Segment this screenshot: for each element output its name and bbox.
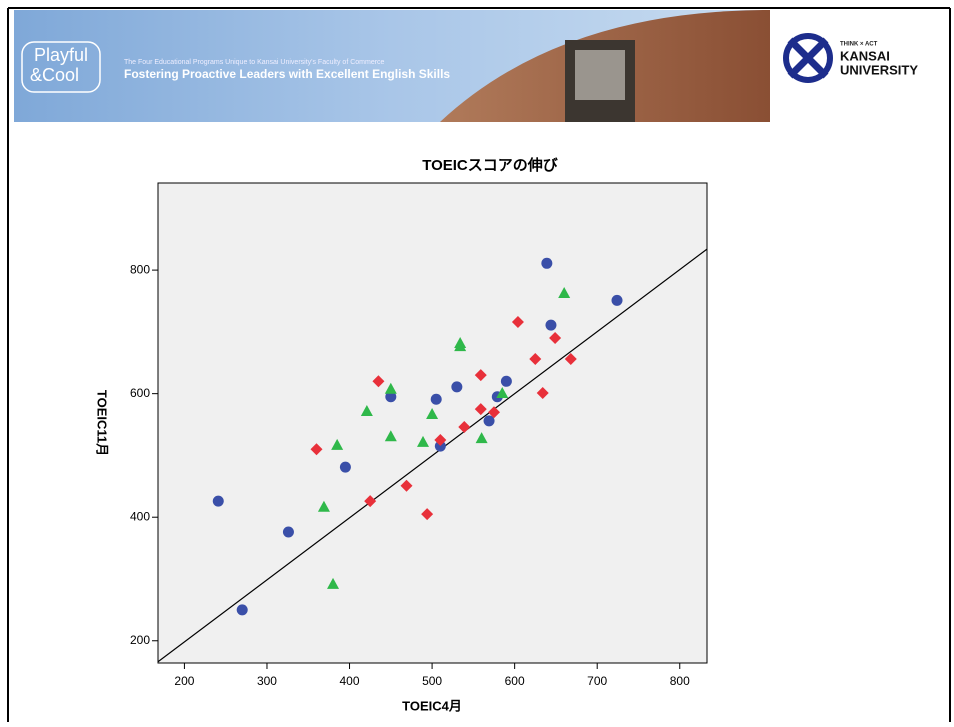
point: [558, 286, 571, 298]
point: [282, 526, 294, 538]
point: [536, 387, 549, 400]
frame: [7, 7, 951, 722]
y-tick-label: 800: [130, 262, 150, 276]
point: [549, 332, 562, 345]
point: [385, 391, 397, 403]
y-tick-label: 600: [130, 386, 150, 400]
point: [454, 340, 467, 352]
point: [421, 508, 434, 521]
point: [564, 353, 577, 366]
point: [339, 461, 351, 473]
point: [360, 404, 373, 416]
logo-text: KANSAI: [840, 48, 890, 63]
x-tick-label: 300: [257, 674, 277, 688]
point: [400, 479, 413, 492]
plot-area: [157, 182, 708, 664]
banner-title: Fostering Proactive Leaders with Excelle…: [124, 67, 450, 81]
chart-title: TOEICスコアの伸び: [422, 156, 558, 174]
logo-text: THINK × ACT: [840, 42, 878, 48]
x-tick-label: 200: [174, 674, 194, 688]
point: [310, 443, 323, 456]
point: [474, 369, 487, 382]
plot-marks: [158, 248, 707, 663]
logo: THINK × ACT KANSAI UNIVERSITY: [783, 33, 918, 83]
point: [496, 387, 509, 399]
x-tick-label: 800: [670, 674, 690, 688]
banner-subtitle: The Four Educational Programs Unique to …: [124, 59, 385, 66]
x-tick-label: 400: [340, 674, 360, 688]
y-axis-label: TOEIC11月: [95, 390, 110, 456]
logo-text: UNIVERSITY: [840, 62, 918, 77]
brand-text: Playful: [34, 45, 88, 65]
point: [327, 577, 340, 589]
point: [511, 315, 524, 328]
point: [541, 257, 553, 269]
point: [488, 406, 501, 419]
x-tick-label: 700: [587, 674, 607, 688]
x-axis-label: TOEIC4月: [402, 698, 462, 713]
point: [483, 415, 495, 427]
point: [434, 440, 446, 452]
point: [331, 438, 344, 450]
point: [384, 430, 397, 442]
point: [417, 435, 430, 447]
point: [372, 375, 385, 388]
point: [545, 319, 557, 331]
point: [451, 381, 463, 393]
point: [611, 294, 623, 306]
point: [236, 604, 248, 616]
point: [364, 495, 377, 508]
fit-line: [158, 248, 707, 663]
y-tick-label: 200: [130, 633, 150, 647]
point: [475, 432, 488, 444]
x-tick-label: 600: [505, 674, 525, 688]
point: [500, 375, 512, 387]
point: [384, 382, 397, 394]
banner: Playful &Cool The Four Educational Progr…: [14, 10, 770, 122]
point: [212, 495, 224, 507]
point: [430, 393, 442, 405]
point: [458, 421, 471, 434]
brand-text: &Cool: [30, 65, 79, 85]
point: [434, 433, 447, 446]
point: [529, 353, 542, 366]
point: [317, 500, 330, 512]
y-tick-label: 400: [130, 509, 150, 523]
point: [426, 408, 439, 420]
point: [474, 403, 487, 416]
x-tick-label: 500: [422, 674, 442, 688]
